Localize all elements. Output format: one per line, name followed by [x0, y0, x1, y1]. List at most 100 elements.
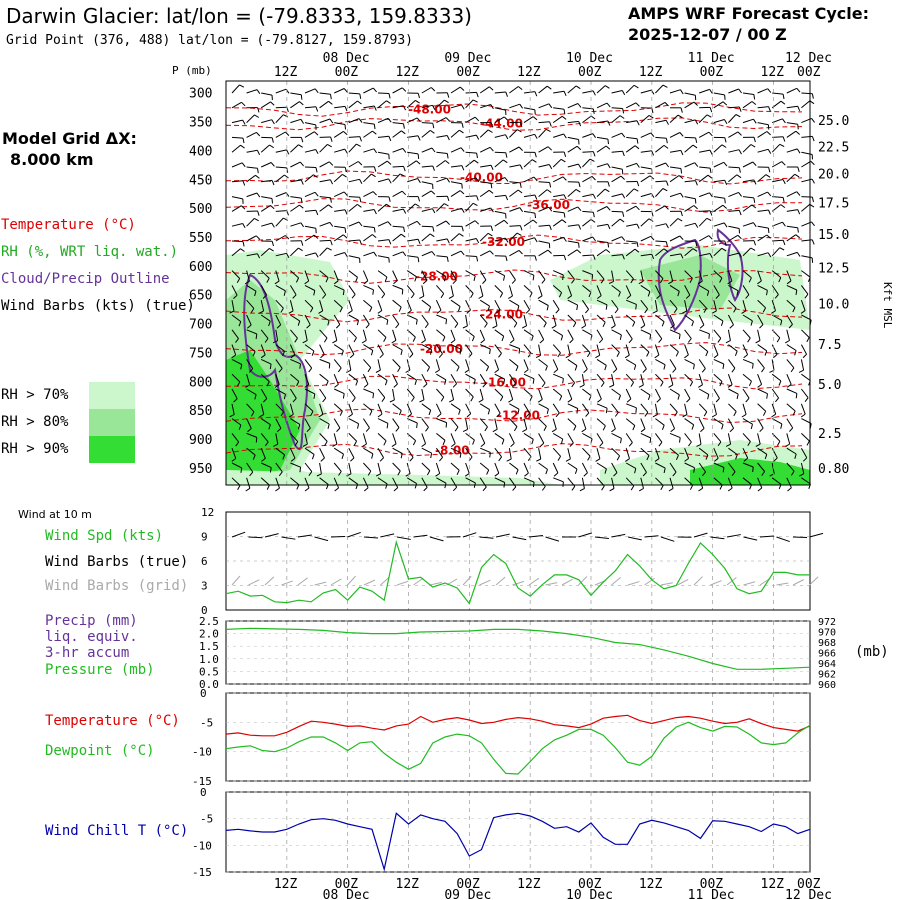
- wind-barb: [349, 285, 355, 294]
- wind-barb-flag: [345, 125, 346, 130]
- wind-barb: [290, 162, 300, 167]
- wind-barb-flag: [812, 94, 813, 99]
- wind-barb: [568, 374, 575, 383]
- wind-barb-flag: [576, 86, 580, 89]
- wind-barb-flag: [533, 275, 534, 280]
- wind-barb: [320, 389, 326, 398]
- wind-barb-flag: [696, 138, 697, 143]
- wind-barb-flag: [742, 414, 746, 417]
- wind-barb-flag: [300, 364, 301, 369]
- wind-barb: [626, 189, 634, 197]
- wind-barb-flag: [720, 485, 722, 490]
- wind-barb-flag: [301, 180, 303, 185]
- wind-barb: [539, 300, 549, 305]
- wind-barb-flag: [343, 131, 347, 134]
- surface-grid-wind-barb: [496, 577, 505, 585]
- wind-barb: [363, 174, 371, 182]
- wind-barb: [436, 389, 443, 397]
- wind-barb-flag: [390, 400, 395, 402]
- wind-barb: [553, 116, 562, 122]
- wind-barb: [349, 315, 359, 320]
- wind-barb: [509, 208, 519, 212]
- wind-barb-flag: [726, 341, 731, 343]
- wind-barb-flag: [636, 206, 640, 210]
- wind-barb-flag: [633, 426, 635, 431]
- wind-barb: [247, 150, 258, 152]
- wind-barb-flag: [724, 120, 727, 124]
- wind-barb-flag: [471, 397, 474, 401]
- wind-barb-flag: [772, 414, 776, 417]
- wind-barb: [363, 235, 372, 242]
- wind-barb-flag: [528, 353, 531, 357]
- wind-barb: [495, 92, 506, 93]
- wind-barb-flag: [544, 426, 546, 430]
- top-time-tick-label: 00Z: [797, 65, 821, 80]
- wind-barb-flag: [782, 162, 786, 166]
- wind-barb-flag: [579, 182, 580, 187]
- wind-barb-flag: [518, 190, 522, 193]
- wind-barb-flag: [637, 139, 638, 144]
- wind-barb-flag: [382, 398, 385, 402]
- wind-barb: [655, 404, 657, 415]
- wind-barb-flag: [345, 210, 347, 215]
- wind-barb: [597, 224, 608, 226]
- wind-barb: [612, 237, 622, 241]
- wind-barb: [728, 175, 737, 182]
- wind-barb: [378, 93, 389, 94]
- wind-barb-flag: [508, 296, 512, 299]
- wind-barb-flag: [348, 311, 352, 314]
- wind-barb-flag: [343, 394, 344, 399]
- wind-barb: [568, 448, 571, 459]
- wind-barb-flag: [558, 456, 561, 460]
- surface-wind-barb: [694, 533, 707, 537]
- wind-barb-flag: [491, 165, 493, 170]
- wind-barb: [393, 404, 402, 411]
- wind-barb: [261, 223, 272, 226]
- wind-barb: [393, 330, 396, 341]
- wind-barb: [290, 119, 301, 122]
- wind-barb-flag: [473, 100, 477, 102]
- wind-barb-flag: [797, 192, 800, 196]
- wind-barb: [363, 374, 368, 384]
- wind-barb: [334, 89, 344, 94]
- wind-barb: [670, 167, 681, 169]
- wind-barb-flag: [366, 324, 369, 328]
- wind-barb-flag: [420, 400, 425, 402]
- wind-barb: [261, 102, 270, 108]
- wind-barb: [393, 315, 399, 324]
- wind-barb: [743, 119, 754, 122]
- wind-barb-flag: [549, 165, 551, 169]
- wind-barb-flag: [267, 485, 269, 490]
- wind-barb-flag: [605, 189, 609, 192]
- wind-barb: [509, 285, 512, 296]
- wind-barb: [758, 330, 760, 341]
- wind-barb-flag: [722, 425, 724, 430]
- height-kft-tick-label: 10.0: [818, 297, 849, 312]
- wind-barb: [524, 117, 533, 123]
- wind-barb: [685, 145, 693, 152]
- wind-barb: [436, 374, 446, 380]
- wind-barb-flag: [725, 138, 726, 143]
- wind-barb-flag: [314, 132, 318, 135]
- wind-barb-flag: [328, 205, 332, 208]
- wind-barb: [553, 419, 556, 430]
- wind-barb: [422, 448, 432, 453]
- wind-barb: [495, 211, 506, 213]
- wind-barb: [378, 152, 389, 154]
- wind-barb-flag: [602, 486, 605, 490]
- wind-barb-flag: [591, 219, 595, 222]
- top-time-tick-label: 12Z: [639, 65, 663, 80]
- wind-barb: [728, 132, 738, 138]
- wind-barb-flag: [396, 428, 399, 432]
- wind-barb: [247, 167, 258, 168]
- wind-barb: [743, 389, 749, 398]
- wind-barb: [743, 197, 754, 198]
- wind-barb-flag: [634, 85, 638, 88]
- wind-barb: [232, 163, 242, 167]
- wind-barb-flag: [329, 101, 333, 104]
- wind-barb: [349, 222, 359, 226]
- wind-barb-flag: [712, 415, 716, 417]
- wind-barb: [524, 330, 533, 336]
- wind-barb-flag: [552, 429, 556, 432]
- wind-barb: [305, 150, 316, 153]
